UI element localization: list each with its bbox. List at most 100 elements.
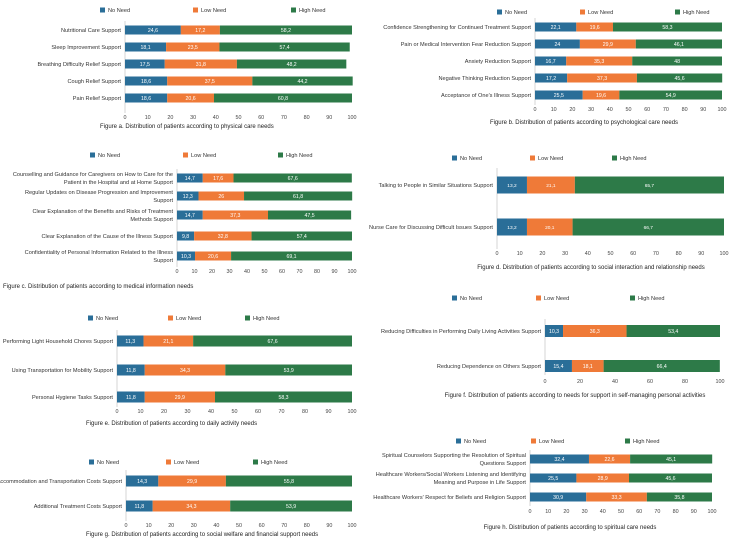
- bar-segment: [535, 90, 583, 100]
- data-label: 46,1: [674, 42, 684, 48]
- x-tick-label: 90: [691, 509, 697, 515]
- data-label: 53,9: [284, 368, 294, 374]
- data-label: 48,2: [287, 62, 297, 68]
- x-tick-label: 80: [676, 251, 682, 257]
- data-label: 15,4: [553, 364, 563, 370]
- bar-segment: [125, 76, 168, 86]
- bar-segment: [251, 231, 352, 241]
- x-tick-label: 10: [545, 509, 551, 515]
- x-tick-label: 70: [653, 251, 659, 257]
- x-tick-label: 70: [297, 269, 303, 275]
- bar-segment: [202, 210, 268, 220]
- category-label: Patient in the Hospital and at Home Supp…: [64, 180, 174, 186]
- legend-swatch: [90, 152, 95, 158]
- bar-segment: [144, 364, 226, 376]
- data-label: 19,6: [596, 93, 606, 99]
- data-label: 54,9: [666, 93, 676, 99]
- bar-segment: [180, 25, 220, 35]
- category-label: Breathing Difficulty Relief Support: [37, 62, 121, 68]
- x-tick-label: 60: [255, 409, 261, 415]
- data-label: 45,6: [665, 476, 675, 482]
- x-tick-label: 20: [161, 409, 167, 415]
- category-label: Using Transportation for Mobility Suppor…: [12, 368, 114, 374]
- x-tick-label: 80: [682, 107, 688, 113]
- bar-segment: [126, 500, 153, 512]
- x-tick-label: 60: [259, 523, 265, 529]
- data-label: 23,5: [188, 45, 198, 51]
- data-label: 9,8: [182, 234, 189, 240]
- category-label: Talking to People in Similar Situations …: [379, 183, 494, 189]
- x-tick-label: 60: [279, 269, 285, 275]
- x-tick-label: 80: [304, 115, 310, 121]
- bar-segment: [545, 325, 564, 337]
- x-tick-label: 70: [663, 107, 669, 113]
- x-tick-label: 50: [262, 269, 268, 275]
- bar-segment: [195, 251, 232, 261]
- bar-segment: [193, 335, 352, 347]
- category-label: Clear Explanation of the Benefits and Ri…: [32, 209, 173, 215]
- x-tick-label: 60: [647, 379, 653, 385]
- x-tick-label: 0: [124, 115, 127, 121]
- category-label: Reducing Difficulties in Performing Dail…: [381, 329, 541, 335]
- bar-segment: [244, 191, 353, 201]
- legend-label: High Need: [299, 8, 325, 14]
- data-label: 20,1: [545, 225, 555, 231]
- bar-segment: [530, 492, 587, 502]
- data-label: 13,2: [507, 183, 517, 189]
- chart-panel-d: No Need Low Need High Need Talking to Peopl…: [369, 155, 729, 271]
- data-label: 32,4: [554, 457, 564, 463]
- data-label: 17,2: [195, 28, 205, 34]
- x-tick-label: 80: [302, 409, 308, 415]
- bar-segment: [497, 218, 527, 236]
- legend-swatch: [625, 438, 630, 444]
- figure-caption: Figure h. Distribution of patients accor…: [484, 525, 657, 531]
- legend-label: High Need: [261, 460, 287, 466]
- category-label: Meaning and Purpose in Life Support: [434, 480, 527, 486]
- data-label: 44,2: [297, 79, 307, 85]
- data-label: 18,6: [141, 96, 151, 102]
- x-tick-label: 50: [618, 509, 624, 515]
- bar-segment: [117, 391, 145, 403]
- x-tick-label: 50: [232, 409, 238, 415]
- x-tick-label: 50: [626, 107, 632, 113]
- data-label: 37,3: [230, 213, 240, 219]
- x-tick-label: 20: [168, 523, 174, 529]
- bar-segment: [545, 360, 572, 372]
- data-label: 21,1: [163, 339, 173, 345]
- bar-segment: [125, 42, 167, 52]
- chart-panel-g: No Need Low Need High Need Accommodation an…: [0, 459, 357, 538]
- category-label: Cough Relief Support: [68, 79, 122, 85]
- bar-segment: [586, 492, 647, 502]
- data-label: 21,1: [546, 183, 556, 189]
- category-label: Reducing Dependence on Others Support: [437, 364, 542, 370]
- bar-segment: [630, 454, 713, 464]
- x-tick-label: 60: [630, 251, 636, 257]
- category-label: Questions Support: [480, 461, 527, 467]
- data-label: 31,8: [196, 62, 206, 68]
- legend-label: No Need: [108, 8, 130, 14]
- bar-segment: [230, 500, 352, 512]
- category-label: Personal Hygiene Tasks Support: [32, 395, 113, 401]
- data-label: 57,4: [280, 45, 290, 51]
- data-label: 20,6: [208, 254, 218, 260]
- x-tick-label: 90: [700, 107, 706, 113]
- bar-segment: [632, 56, 722, 66]
- category-label: Performing Light Household Chores Suppor…: [3, 339, 114, 345]
- data-label: 25,5: [548, 476, 558, 482]
- category-label: Nurse Care for Discussing Difficult Issu…: [369, 225, 493, 231]
- x-tick-label: 40: [607, 107, 613, 113]
- category-label: Pain Relief Support: [73, 96, 122, 102]
- legend-swatch: [88, 315, 93, 321]
- bar-segment: [530, 473, 577, 483]
- legend-swatch: [291, 7, 296, 13]
- legend-swatch: [531, 438, 536, 444]
- x-tick-label: 0: [534, 107, 537, 113]
- x-tick-label: 100: [348, 409, 357, 415]
- data-label: 11,8: [126, 395, 136, 401]
- bar-segment: [574, 176, 724, 194]
- x-tick-label: 0: [176, 269, 179, 275]
- data-label: 24: [555, 42, 561, 48]
- bar-segment: [198, 191, 245, 201]
- data-label: 17,2: [546, 76, 556, 82]
- legend-label: Low Need: [174, 460, 199, 466]
